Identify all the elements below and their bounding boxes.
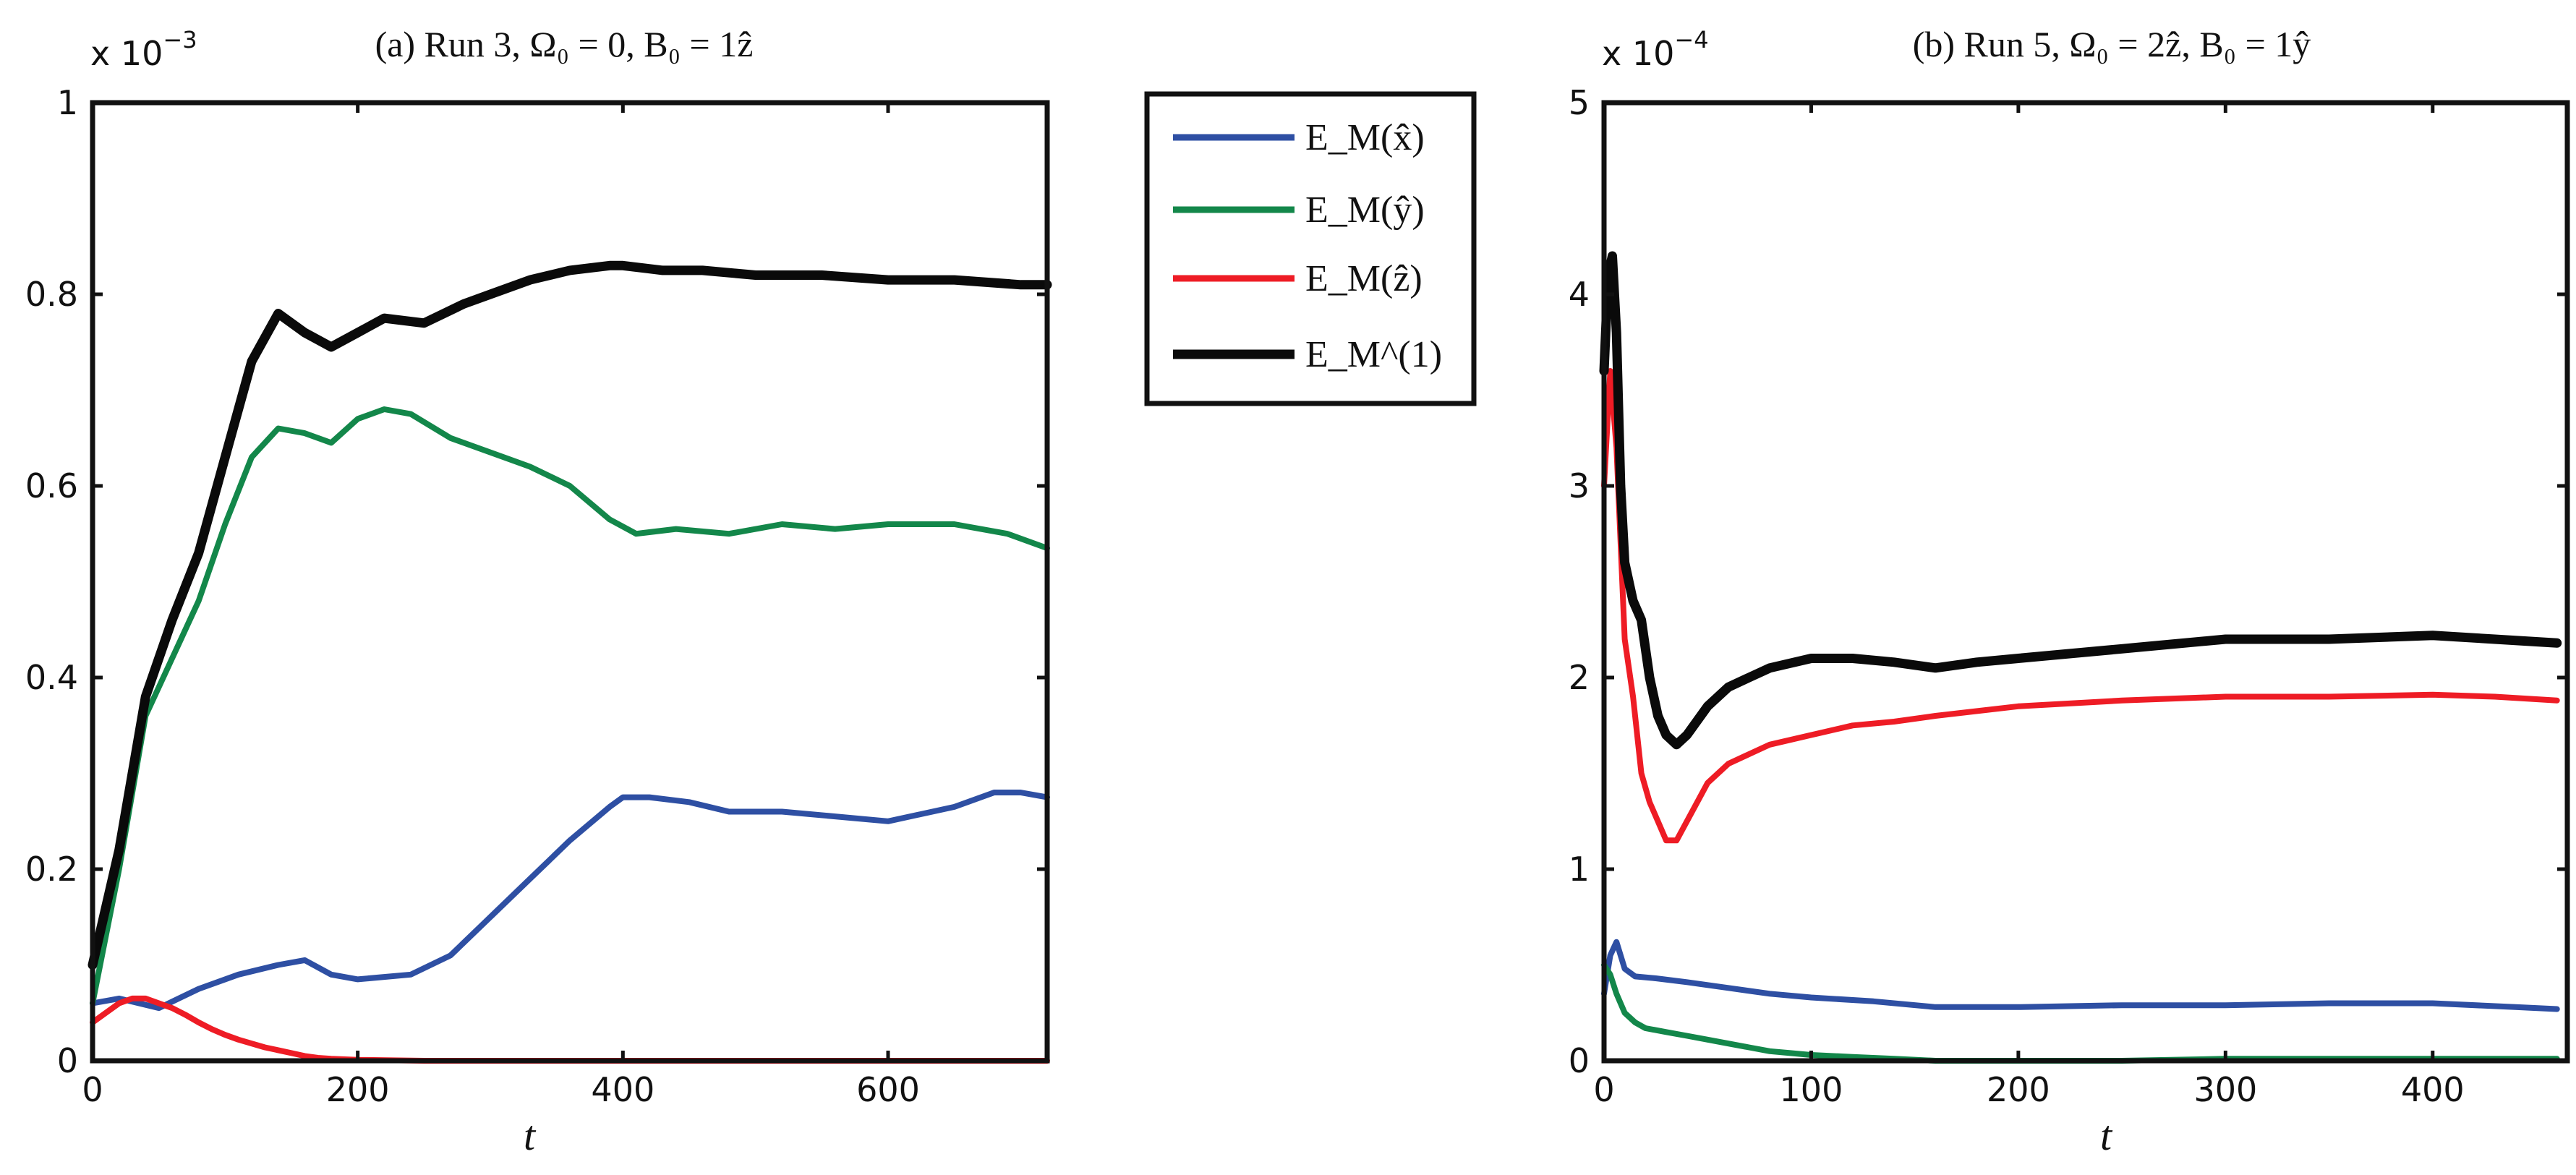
panel-a-title: (a) Run 3, Ω₀ = 0, B₀ = 1ẑ: [375, 24, 754, 64]
panel-b-title: (b) Run 5, Ω₀ = 2ẑ, B₀ = 1ŷ: [1913, 24, 2311, 64]
panel-b-x-tick-label: 400: [2401, 1070, 2465, 1109]
panel-a-frame: [90, 100, 1050, 1064]
panel-b-x-tick-label: 100: [1780, 1070, 1843, 1109]
legend-label-ex: E_M(x̂): [1305, 117, 1425, 158]
legend-label-ey: E_M(ŷ): [1305, 189, 1425, 231]
panel-b-y-tick-label: 1: [1569, 850, 1590, 889]
panel-b-y-tick-label: 0: [1569, 1041, 1590, 1080]
panel-b-y-tick-label: 3: [1569, 466, 1590, 505]
panel-b-y-tick-label: 5: [1569, 83, 1590, 122]
panel-a-chart: (a) Run 3, Ω₀ = 0, B₀ = 1ẑ x 10−3 0 0.2 0.…: [25, 24, 1052, 1159]
panel-a-y-tick-label: 0.8: [25, 275, 78, 314]
panel-b-series-e1: [1599, 251, 2562, 750]
panel-a-x-label: t: [524, 1112, 537, 1159]
panel-a-series-ex: [90, 790, 1050, 1012]
legend: E_M(x̂) E_M(ŷ) E_M(ẑ) E_M^(1): [1144, 91, 1477, 406]
panel-b-x-tick-label: 300: [2193, 1070, 2257, 1109]
panel-a-y-tick-label: 0.4: [25, 658, 78, 697]
panel-a-y-tick-label: 0: [57, 1041, 78, 1080]
panel-a-series-ey: [90, 406, 1050, 1007]
panel-a-x-tick-label: 600: [856, 1070, 920, 1109]
panel-a-y-tick-label: 1: [57, 83, 78, 122]
panel-b-x-tick-label: 200: [1987, 1070, 2050, 1109]
panel-b-chart: (b) Run 5, Ω₀ = 2ẑ, B₀ = 1ŷ x 10−4 0 1 2 3 4…: [1569, 24, 2570, 1159]
panel-a-x-tick-label: 0: [82, 1070, 103, 1109]
legend-label-e1: E_M^(1): [1305, 334, 1442, 375]
panel-b-x-label: t: [2100, 1112, 2113, 1159]
panel-a-series-e1: [88, 260, 1052, 970]
panel-a-y-multiplier: x 10−3: [90, 26, 197, 73]
panel-b-y-tick-label: 4: [1569, 275, 1590, 314]
panel-b-frame: [1601, 100, 2570, 1064]
panel-b-series-ex: [1601, 939, 2560, 1012]
panel-a-x-tick-label: 200: [326, 1070, 390, 1109]
panel-b-series-ey: [1601, 962, 2560, 1064]
panel-a-y-tick-label: 0.6: [25, 466, 78, 505]
panel-b-x-tick-label: 0: [1593, 1070, 1614, 1109]
panel-a-x-tick-label: 400: [591, 1070, 654, 1109]
panel-a-series-ez: [90, 995, 1050, 1064]
panel-b-y-tick-label: 2: [1569, 658, 1590, 697]
panel-b-y-multiplier: x 10−4: [1602, 26, 1709, 73]
panel-b-series-ez: [1601, 368, 2560, 844]
panel-a-y-tick-label: 0.2: [25, 850, 78, 889]
legend-label-ez: E_M(ẑ): [1305, 258, 1423, 299]
